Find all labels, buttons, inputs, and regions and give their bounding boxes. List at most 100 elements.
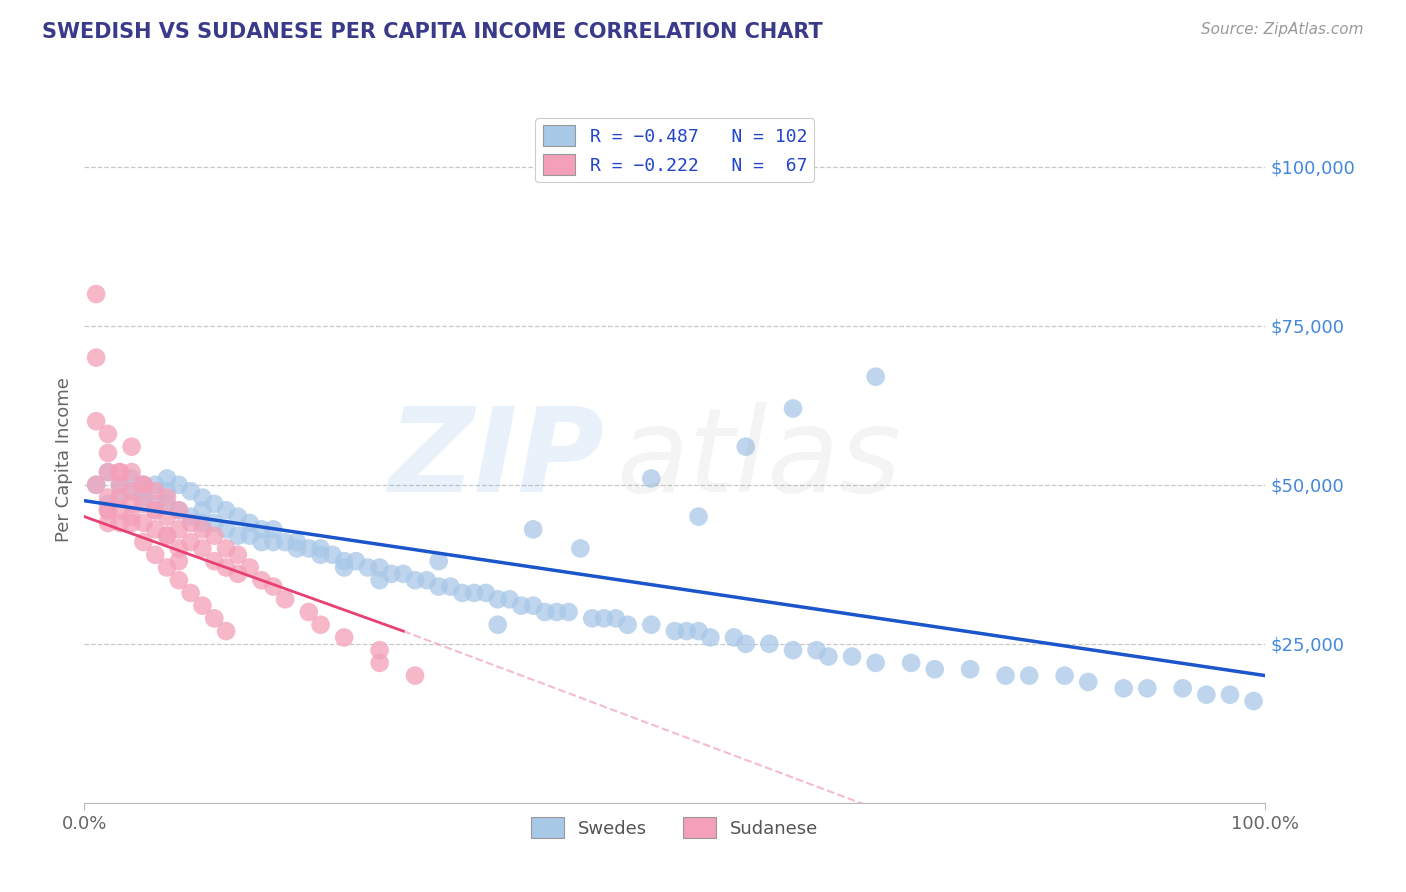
Point bbox=[180, 484, 202, 499]
Point bbox=[959, 662, 981, 676]
Point bbox=[156, 491, 179, 505]
Point bbox=[285, 535, 308, 549]
Point bbox=[108, 491, 131, 505]
Point bbox=[439, 580, 461, 594]
Point bbox=[156, 560, 179, 574]
Point bbox=[841, 649, 863, 664]
Point bbox=[557, 605, 579, 619]
Text: atlas: atlas bbox=[616, 402, 901, 516]
Point bbox=[239, 529, 262, 543]
Point bbox=[616, 617, 638, 632]
Point bbox=[97, 491, 120, 505]
Point bbox=[1243, 694, 1265, 708]
Point bbox=[640, 617, 662, 632]
Point bbox=[167, 573, 190, 587]
Point bbox=[569, 541, 592, 556]
Point bbox=[593, 611, 616, 625]
Point bbox=[427, 580, 450, 594]
Point bbox=[274, 592, 297, 607]
Point bbox=[699, 631, 721, 645]
Point bbox=[191, 522, 214, 536]
Point bbox=[723, 631, 745, 645]
Point bbox=[84, 287, 107, 301]
Point bbox=[121, 509, 143, 524]
Y-axis label: Per Capita Income: Per Capita Income bbox=[55, 377, 73, 541]
Point bbox=[498, 592, 520, 607]
Point bbox=[97, 465, 120, 479]
Point bbox=[84, 478, 107, 492]
Point bbox=[132, 478, 155, 492]
Point bbox=[180, 535, 202, 549]
Point bbox=[191, 541, 214, 556]
Point bbox=[202, 611, 225, 625]
Point bbox=[298, 541, 321, 556]
Point bbox=[1136, 681, 1159, 696]
Point bbox=[132, 497, 155, 511]
Point bbox=[215, 560, 238, 574]
Point bbox=[522, 599, 544, 613]
Point bbox=[167, 522, 190, 536]
Point bbox=[132, 478, 155, 492]
Point bbox=[143, 497, 166, 511]
Point bbox=[97, 503, 120, 517]
Point bbox=[250, 573, 273, 587]
Point bbox=[806, 643, 828, 657]
Point bbox=[226, 566, 249, 581]
Point bbox=[865, 656, 887, 670]
Point bbox=[640, 471, 662, 485]
Point bbox=[865, 369, 887, 384]
Point bbox=[924, 662, 946, 676]
Point bbox=[486, 592, 509, 607]
Point bbox=[1077, 675, 1099, 690]
Point bbox=[688, 509, 710, 524]
Point bbox=[1219, 688, 1241, 702]
Point bbox=[463, 586, 485, 600]
Point bbox=[250, 522, 273, 536]
Point bbox=[143, 548, 166, 562]
Point bbox=[1018, 668, 1040, 682]
Point bbox=[132, 478, 155, 492]
Point bbox=[510, 599, 533, 613]
Point bbox=[368, 656, 391, 670]
Point bbox=[239, 516, 262, 530]
Point bbox=[97, 516, 120, 530]
Point bbox=[226, 548, 249, 562]
Point bbox=[250, 535, 273, 549]
Point bbox=[121, 484, 143, 499]
Point bbox=[167, 554, 190, 568]
Point bbox=[156, 529, 179, 543]
Point bbox=[380, 566, 402, 581]
Point bbox=[239, 560, 262, 574]
Point bbox=[180, 586, 202, 600]
Point bbox=[321, 548, 343, 562]
Point bbox=[132, 491, 155, 505]
Point bbox=[451, 586, 474, 600]
Point bbox=[522, 522, 544, 536]
Point bbox=[475, 586, 498, 600]
Point bbox=[97, 497, 120, 511]
Point bbox=[1053, 668, 1076, 682]
Point bbox=[368, 643, 391, 657]
Point bbox=[368, 560, 391, 574]
Point bbox=[734, 637, 756, 651]
Point bbox=[121, 440, 143, 454]
Point bbox=[215, 522, 238, 536]
Point bbox=[262, 535, 284, 549]
Point bbox=[333, 631, 356, 645]
Point bbox=[191, 491, 214, 505]
Point bbox=[581, 611, 603, 625]
Point bbox=[262, 580, 284, 594]
Point bbox=[121, 484, 143, 499]
Point bbox=[108, 503, 131, 517]
Point bbox=[121, 471, 143, 485]
Point bbox=[675, 624, 697, 639]
Point bbox=[132, 535, 155, 549]
Point bbox=[333, 560, 356, 574]
Point bbox=[309, 617, 332, 632]
Point bbox=[782, 643, 804, 657]
Point bbox=[143, 484, 166, 499]
Point bbox=[758, 637, 780, 651]
Point bbox=[534, 605, 557, 619]
Point bbox=[132, 484, 155, 499]
Point bbox=[108, 491, 131, 505]
